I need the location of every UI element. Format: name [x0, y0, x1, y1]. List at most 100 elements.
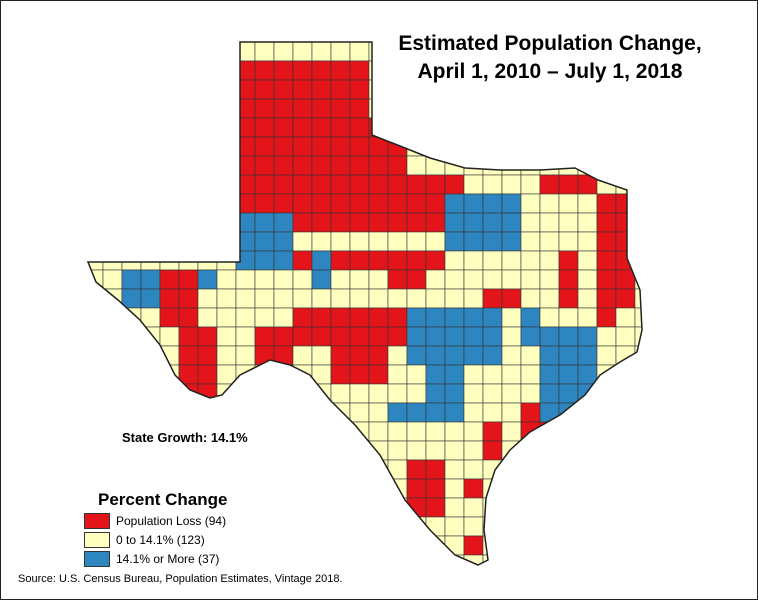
county-cell — [634, 383, 642, 404]
county-cell — [349, 212, 370, 233]
county-cell — [88, 155, 104, 176]
county-cell — [102, 117, 123, 138]
county-cell — [444, 478, 465, 499]
county-cell — [463, 516, 484, 537]
county-cell — [654, 384, 673, 403]
county-cell — [292, 42, 313, 62]
county-cell — [577, 516, 598, 537]
county-cell — [577, 459, 598, 480]
county-cell — [540, 574, 559, 593]
county-cell — [178, 136, 199, 157]
county-cell — [596, 554, 617, 565]
county-cell — [387, 193, 408, 214]
county-cell — [368, 231, 389, 252]
county-cell — [634, 117, 642, 138]
county-cell — [634, 440, 642, 461]
county-cell — [501, 497, 522, 518]
county-cell — [654, 536, 673, 555]
county-cell — [273, 250, 294, 271]
county-cell — [539, 288, 560, 309]
county-cell — [311, 60, 332, 81]
county-cell — [425, 212, 446, 233]
county-cell — [330, 174, 351, 195]
county-cell — [368, 193, 389, 214]
county-cell — [463, 231, 484, 252]
county-cell — [482, 250, 503, 271]
county-cell — [349, 250, 370, 271]
county-cell — [425, 459, 446, 480]
county-cell — [634, 364, 642, 385]
county-cell — [88, 42, 104, 62]
county-cell — [368, 516, 389, 537]
county-cell — [577, 421, 598, 442]
county-cell — [121, 250, 142, 271]
county-cell — [292, 117, 313, 138]
county-cell — [121, 98, 142, 119]
county-cell — [235, 117, 256, 138]
county-cell — [140, 231, 161, 252]
county-cell — [463, 535, 484, 556]
county-cell — [330, 60, 351, 81]
county-cell — [159, 155, 180, 176]
county-cell — [311, 79, 332, 100]
county-cell — [273, 516, 294, 537]
county-cell — [368, 497, 389, 518]
county-cell — [615, 554, 636, 565]
county-cell — [425, 117, 446, 138]
county-cell — [654, 251, 673, 270]
title-line-2: April 1, 2010 – July 1, 2018 — [417, 60, 683, 83]
county-cell — [330, 402, 351, 423]
county-cell — [216, 193, 237, 214]
county-cell — [387, 345, 408, 366]
county-cell — [520, 554, 541, 565]
county-cell — [311, 478, 332, 499]
county-cell — [254, 516, 275, 537]
county-cell — [311, 497, 332, 518]
county-cell — [406, 345, 427, 366]
texas-outline — [86, 41, 643, 566]
county-cell — [387, 269, 408, 290]
county-cell — [615, 364, 636, 385]
county-cell — [615, 155, 636, 176]
county-cell — [349, 497, 370, 518]
county-cell — [292, 231, 313, 252]
county-cell — [159, 60, 180, 81]
county-cell — [159, 383, 180, 404]
county-cell — [292, 155, 313, 176]
county-cell — [615, 535, 636, 556]
county-cell — [539, 554, 560, 565]
county-cell — [463, 478, 484, 499]
county-cell — [406, 288, 427, 309]
county-cell — [273, 554, 294, 565]
county-cell — [311, 231, 332, 252]
county-cell — [216, 364, 237, 385]
county-cell — [426, 574, 445, 593]
map-title: Estimated Population Change, April 1, 20… — [360, 30, 740, 86]
county-cell — [577, 440, 598, 461]
county-cell — [235, 98, 256, 119]
county-cell — [539, 174, 560, 195]
county-cell — [444, 174, 465, 195]
county-cell — [88, 79, 104, 100]
county-cell — [159, 174, 180, 195]
county-cell — [88, 402, 104, 423]
county-cell — [520, 136, 541, 157]
county-cell — [292, 269, 313, 290]
county-cell — [615, 193, 636, 214]
county-cell — [482, 174, 503, 195]
county-cell — [615, 383, 636, 404]
county-cell — [88, 345, 104, 366]
county-cell — [444, 497, 465, 518]
county-cell — [482, 364, 503, 385]
county-cell — [539, 193, 560, 214]
county-cell — [539, 117, 560, 138]
county-cell — [197, 42, 218, 62]
county-cell — [559, 574, 578, 593]
county-cell — [178, 212, 199, 233]
county-cell — [121, 155, 142, 176]
county-cell — [463, 440, 484, 461]
county-cell — [615, 212, 636, 233]
county-cell — [349, 193, 370, 214]
county-cell — [235, 231, 256, 252]
county-cell — [330, 440, 351, 461]
